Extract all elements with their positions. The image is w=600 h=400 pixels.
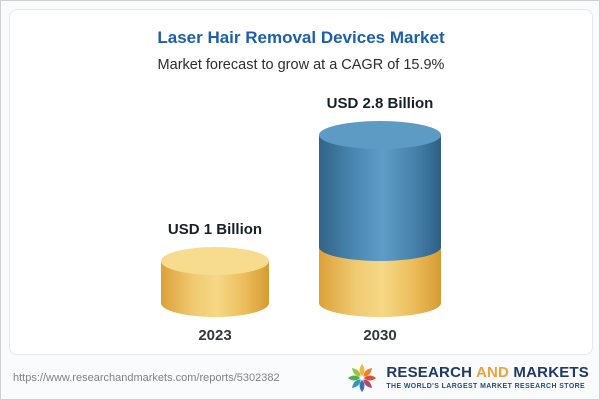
value-label-2030: USD 2.8 Billion bbox=[326, 95, 434, 112]
logo-name-research: RESEARCH bbox=[386, 363, 476, 381]
logo-name-markets: MARKETS bbox=[509, 363, 589, 381]
logo-name: RESEARCH AND MARKETS bbox=[386, 363, 589, 382]
cylinder-2023-bottom-bulge bbox=[161, 289, 269, 317]
logo-tagline: THE WORLD'S LARGEST MARKET RESEARCH STOR… bbox=[386, 383, 586, 391]
cylinder-2030-junction-bulge bbox=[319, 233, 441, 261]
cylinder-2030-top-cap bbox=[319, 121, 441, 149]
cylinder-2030-blue-segment bbox=[319, 135, 441, 247]
report-url: https://www.researchandmarkets.com/repor… bbox=[13, 372, 280, 384]
chart-subtitle: Market forecast to grow at a CAGR of 15.… bbox=[157, 57, 445, 73]
logo-text-block: RESEARCH AND MARKETS THE WORLD'S LARGEST… bbox=[386, 363, 589, 391]
category-label-2023: 2023 bbox=[198, 327, 232, 344]
footer: https://www.researchandmarkets.com/repor… bbox=[1, 355, 599, 399]
category-label-2030: 2030 bbox=[363, 327, 397, 344]
value-label-2023: USD 1 Billion bbox=[167, 221, 263, 238]
logo-name-and: AND bbox=[475, 363, 510, 381]
cylinder-2023 bbox=[161, 247, 269, 317]
bar-group-2030: USD 2.8 Billion 2030 bbox=[319, 95, 441, 344]
cylinder-2030 bbox=[319, 121, 441, 317]
cylinder-2030-bottom-bulge bbox=[319, 289, 441, 317]
research-and-markets-logo: RESEARCH AND MARKETS THE WORLD'S LARGEST… bbox=[345, 361, 589, 395]
pinwheel-logo-icon bbox=[348, 363, 377, 393]
bar-group-2023: USD 1 Billion 2023 bbox=[161, 221, 269, 344]
chart-title: Laser Hair Removal Devices Market bbox=[157, 28, 445, 47]
cylinder-2023-top-cap bbox=[161, 247, 269, 275]
chart-plot-area: USD 1 Billion 2023 USD 2.8 Billion 20 bbox=[161, 95, 441, 344]
chart-card: Laser Hair Removal Devices Market Market… bbox=[9, 9, 593, 355]
